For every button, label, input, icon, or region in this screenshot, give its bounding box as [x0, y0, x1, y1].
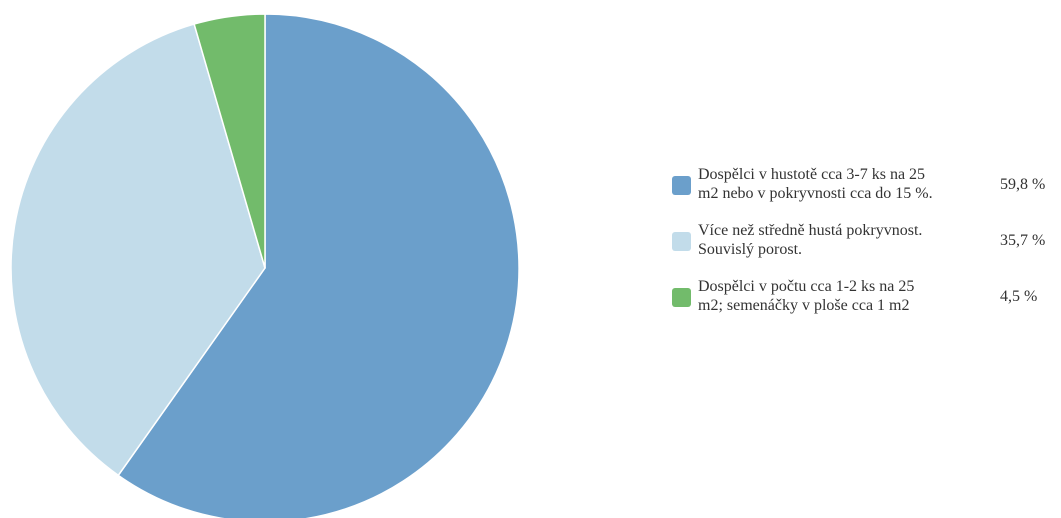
pie-chart	[10, 13, 520, 518]
legend-label-0: Dospělci v hustotě cca 3-7 ks na 25 m2 n…	[698, 166, 933, 202]
legend-value-2: 4,5 %	[1000, 288, 1038, 305]
pie-slice-2	[193, 13, 266, 269]
pie-slices	[10, 13, 520, 518]
legend-item-1: Více než středně hustá pokryvnost. Souvi…	[672, 221, 1057, 265]
legend-value-0: 59,8 %	[1000, 176, 1046, 193]
pie-slice-0	[117, 13, 520, 518]
legend: Dospělci v hustotě cca 3-7 ks na 25 m2 n…	[672, 165, 1057, 333]
legend-swatch-1	[672, 232, 691, 251]
legend-item-2: Dospělci v počtu cca 1-2 ks na 25 m2; se…	[672, 277, 1057, 321]
legend-swatch-2	[672, 288, 691, 307]
legend-label-2: Dospělci v počtu cca 1-2 ks na 25 m2; se…	[698, 278, 915, 314]
legend-item-0: Dospělci v hustotě cca 3-7 ks na 25 m2 n…	[672, 165, 1057, 209]
legend-swatch-0	[672, 176, 691, 195]
legend-label-1: Více než středně hustá pokryvnost. Souvi…	[698, 222, 923, 258]
legend-value-1: 35,7 %	[1000, 232, 1046, 249]
pie-slice-1	[10, 23, 266, 477]
